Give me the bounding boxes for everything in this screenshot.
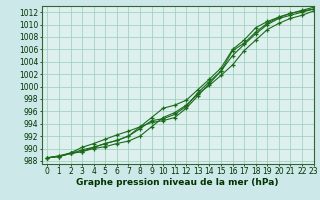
X-axis label: Graphe pression niveau de la mer (hPa): Graphe pression niveau de la mer (hPa): [76, 178, 279, 187]
